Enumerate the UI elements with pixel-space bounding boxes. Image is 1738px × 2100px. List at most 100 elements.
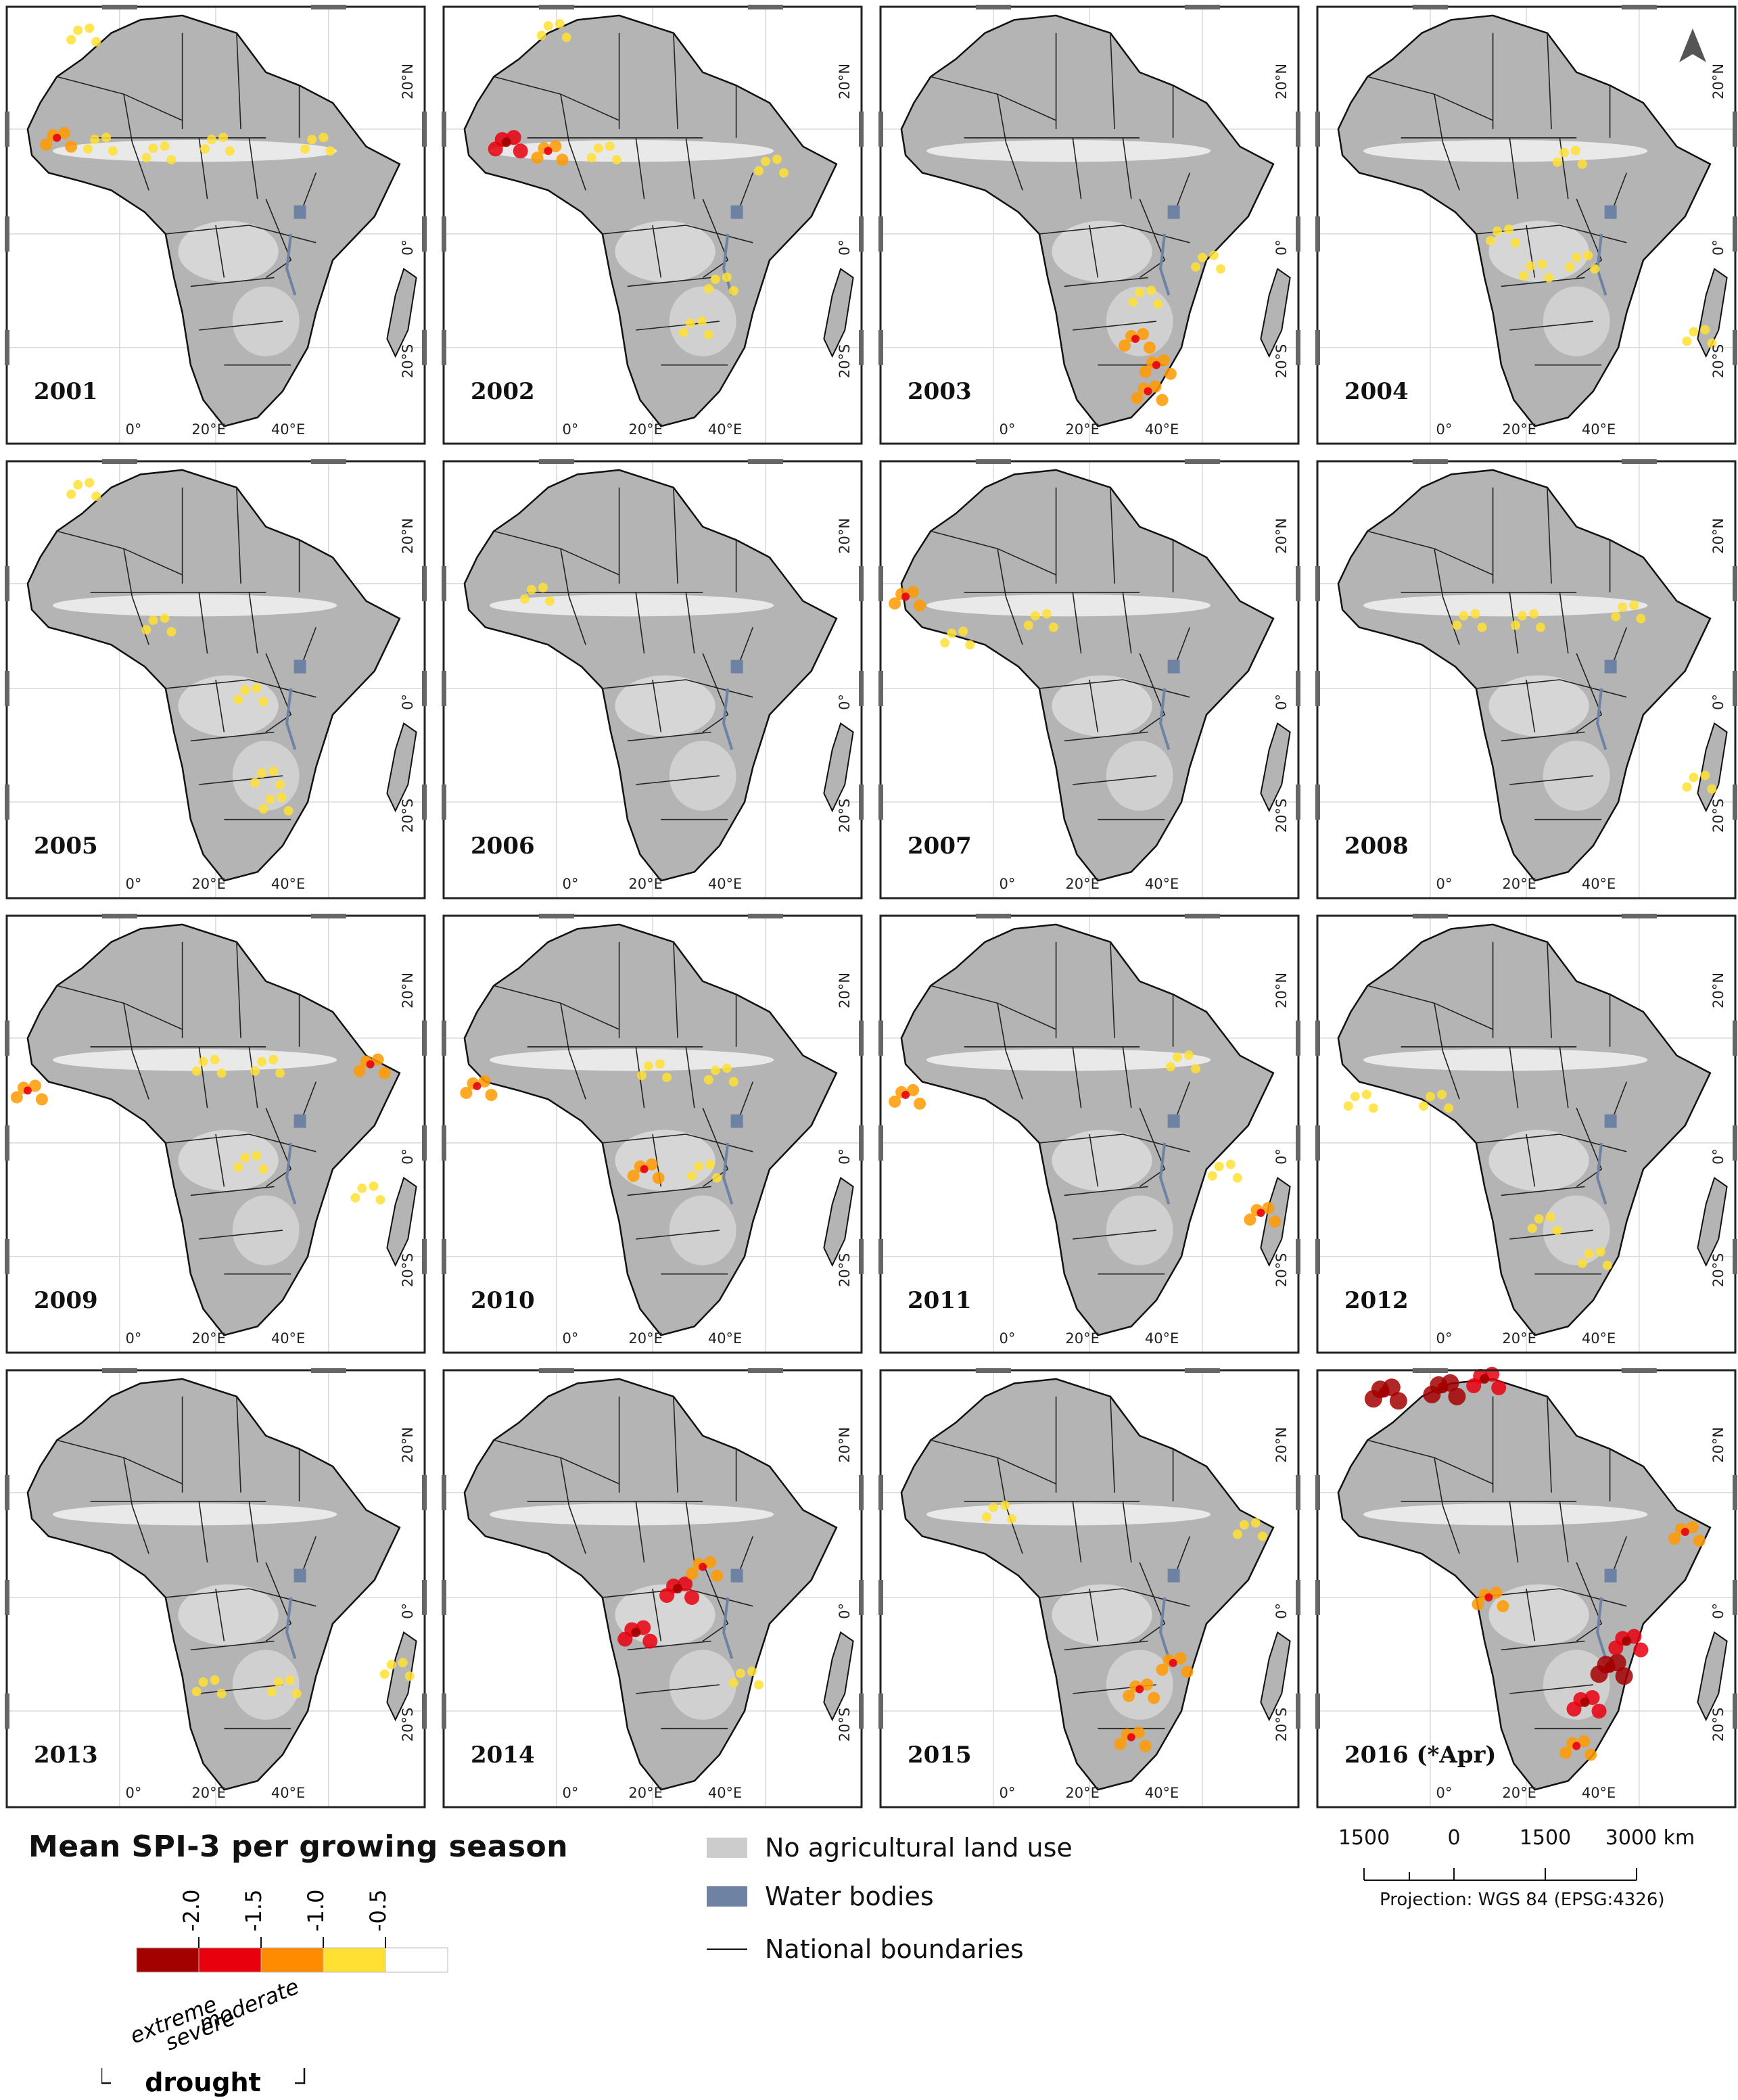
drought-hotspot <box>605 141 615 151</box>
drought-hotspot <box>644 1061 653 1071</box>
drought-hotspot <box>1048 622 1058 632</box>
drought-hotspot <box>1141 1678 1154 1691</box>
drought-hotspot <box>1174 1652 1187 1664</box>
spi-tick-label: -2.0 <box>179 1890 204 1932</box>
drought-hotspot <box>1497 1600 1509 1612</box>
drought-hotspot <box>1350 1092 1360 1102</box>
drought-hotspot <box>1565 262 1575 272</box>
drought-hotspot <box>694 1161 704 1171</box>
drought-hotspot <box>1559 147 1569 158</box>
drought-hotspot <box>1269 1215 1282 1228</box>
lake-victoria <box>1167 1568 1180 1583</box>
scale-label-0: 0 <box>1447 1826 1461 1850</box>
drought-hotspot <box>1608 1640 1624 1656</box>
drought-hotspot <box>685 318 695 328</box>
lon-label: 40°E <box>1582 1330 1616 1347</box>
map-panel-2006: 0° 20°E 40°E 20°N 0° 20°S 2006 <box>442 459 864 900</box>
map-panel-2012: 0° 20°E 40°E 20°N 0° 20°S 2012 <box>1315 914 1737 1354</box>
drought-hotspot <box>1618 602 1628 612</box>
drought-hotspot <box>66 489 76 499</box>
lat-label: 0° <box>400 1148 416 1165</box>
drought-hotspot <box>1419 1101 1429 1111</box>
lat-label: 0° <box>400 1603 416 1619</box>
drought-hotspot <box>1510 237 1520 248</box>
lon-label: 0° <box>125 876 141 892</box>
drought-hotspot <box>543 21 553 31</box>
drought-hotspot-core <box>901 1090 910 1099</box>
lat-label: 20°S <box>1273 1708 1290 1742</box>
drought-hotspot <box>1232 1529 1242 1539</box>
africa-landmass <box>463 469 838 882</box>
drought-hotspot <box>712 1173 722 1183</box>
drought-hotspot <box>703 283 713 294</box>
drought-hotspot <box>1707 784 1717 794</box>
drought-hotspot <box>710 274 720 284</box>
legend-item-label: Water bodies <box>765 1882 934 1911</box>
map-panel-2009: 0° 20°E 40°E 20°N 0° 20°S 2009 <box>5 914 427 1354</box>
drought-hotspot <box>369 1181 379 1191</box>
drought-hotspot <box>1503 224 1513 234</box>
drought-hotspot <box>754 166 764 176</box>
lon-label: 20°E <box>1502 421 1536 438</box>
panel-year-label: 2008 <box>1344 833 1409 860</box>
drought-hotspot <box>1693 1535 1706 1547</box>
drought-hotspot <box>1343 1101 1353 1111</box>
drought-hotspot <box>1209 250 1219 260</box>
drought-hotspot <box>728 1678 738 1688</box>
scale-label-3000: 3000 km <box>1605 1826 1695 1850</box>
lat-label: 20°N <box>400 1427 416 1463</box>
lat-label: 20°S <box>1710 1708 1727 1742</box>
lat-label: 0° <box>400 239 416 256</box>
drought-hotspot <box>684 1590 700 1605</box>
panel-year-label: 2001 <box>34 378 98 405</box>
drought-hotspot-core <box>1681 1528 1689 1537</box>
africa-landmass <box>26 469 401 882</box>
drought-hotspot <box>544 596 555 606</box>
drought-hotspot <box>655 1059 665 1069</box>
drought-hotspot <box>1689 772 1699 783</box>
drought-hotspot <box>1135 287 1145 298</box>
lat-label: 20°N <box>1710 518 1727 554</box>
drought-hotspot <box>225 146 235 156</box>
drought-hotspot <box>268 766 279 776</box>
drought-hotspot <box>141 625 151 635</box>
lat-label: 20°N <box>1710 973 1727 1008</box>
drought-hotspot <box>250 1066 260 1076</box>
drought-hotspot <box>73 480 83 490</box>
drought-hotspot <box>200 144 210 154</box>
drought-hotspot <box>325 146 335 156</box>
drought-hotspot <box>526 584 536 594</box>
lat-label: 20°S <box>837 344 853 379</box>
drought-hotspot <box>627 1169 640 1182</box>
drought-hotspot <box>1536 622 1545 632</box>
drought-hotspot-core <box>544 147 553 156</box>
drought-hotspot <box>1527 1223 1537 1234</box>
drought-hotspot <box>686 1567 699 1580</box>
drought-hotspot <box>652 1171 665 1184</box>
drought-hotspot <box>1444 1103 1454 1113</box>
lat-label: 20°S <box>400 1253 416 1288</box>
drought-hotspot <box>982 1512 992 1522</box>
drought-hotspot <box>1526 261 1536 271</box>
drought-hotspot <box>965 640 975 650</box>
map-panel-2013: 0° 20°E 40°E 20°N 0° 20°S 2013 <box>5 1368 427 1809</box>
drought-hotspot <box>1123 1689 1135 1702</box>
drought-hotspot-core <box>1484 1593 1493 1602</box>
drought-hotspot <box>1559 1746 1572 1759</box>
drought-hotspot <box>488 141 503 157</box>
drought-hotspot <box>1552 157 1562 167</box>
lon-label: 20°E <box>191 1330 226 1347</box>
lon-label: 0° <box>125 1330 141 1347</box>
lat-label: 20°N <box>1273 1427 1290 1463</box>
drought-hotspot <box>662 1073 672 1083</box>
lat-label: 20°S <box>1273 799 1290 833</box>
drought-hotspot-core <box>1378 1386 1390 1398</box>
drought-hotspot <box>307 135 317 145</box>
drought-hotspot <box>1452 620 1462 630</box>
drought-hotspot-core <box>1480 1374 1490 1384</box>
lon-label: 20°E <box>1065 1785 1100 1801</box>
drought-hotspot <box>108 146 118 156</box>
drought-hotspot <box>277 792 287 802</box>
drought-hotspot <box>947 628 957 638</box>
drought-hotspot-core <box>1437 1382 1449 1393</box>
